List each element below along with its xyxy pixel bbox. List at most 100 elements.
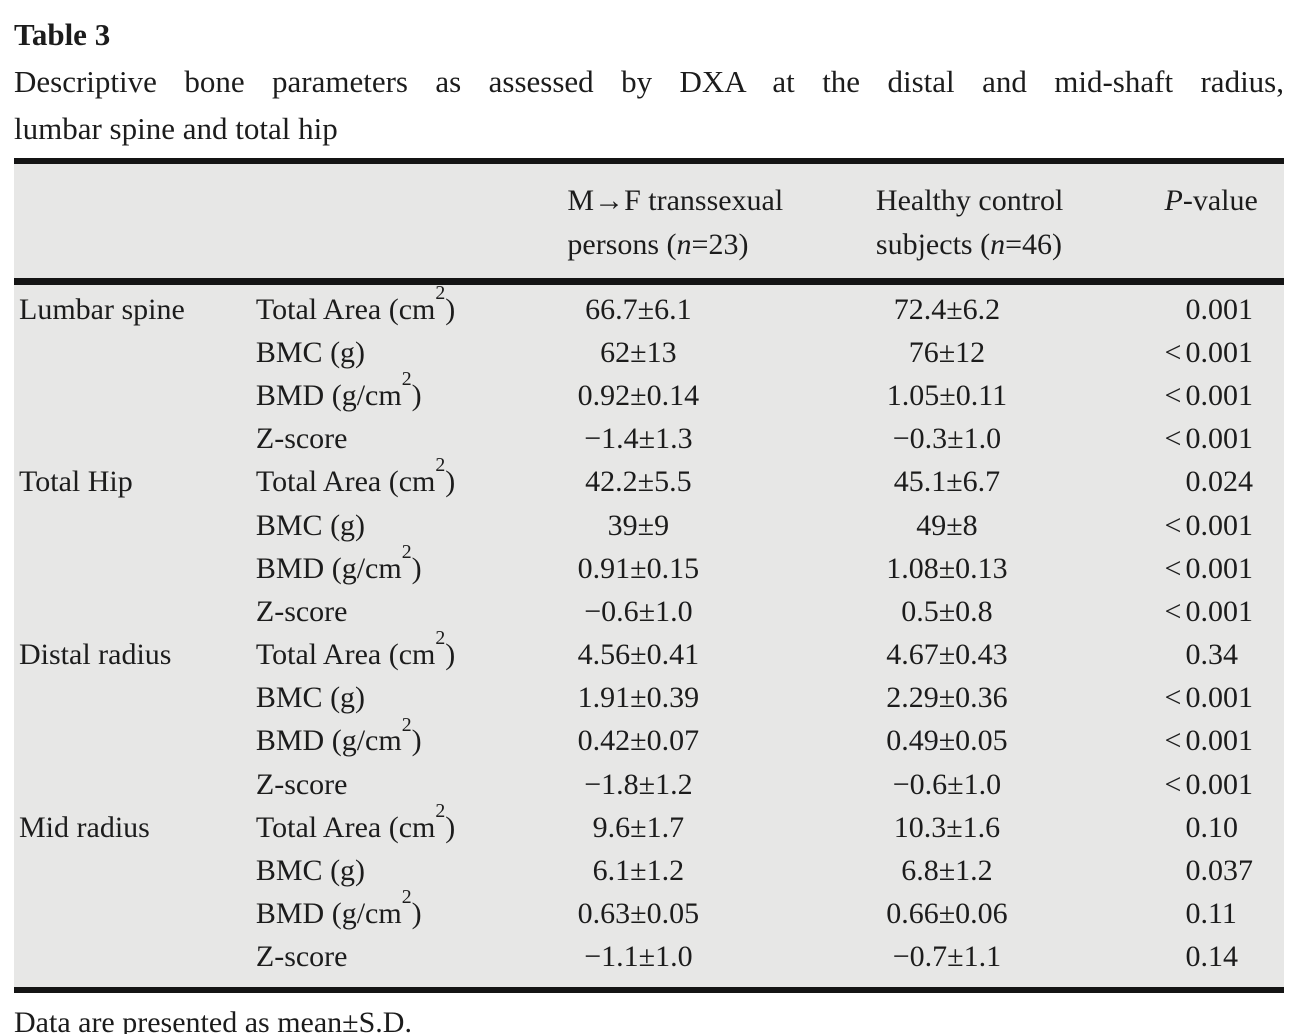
- control-value-cell: −0.7±1.1: [892, 940, 1002, 974]
- p-value-number: 0.14: [1185, 940, 1239, 974]
- rule-top: [14, 158, 1284, 164]
- p-value-number: 0.001: [1185, 594, 1254, 628]
- p-value-cell: 0.001: [1165, 292, 1284, 328]
- parameter-label: Total Area (cm2): [255, 627, 456, 672]
- rule-bottom: [14, 987, 1284, 993]
- table-row: BMD (g/cm2) 0.92±0.14 1.05±0.11 <0.001: [14, 368, 1284, 417]
- p-value-number: 0.34: [1185, 638, 1239, 672]
- table-row: Lumbar spine Total Area (cm2) 66.7±6.1 7…: [14, 283, 1284, 331]
- table-row: Mid radius Total Area (cm2) 9.6±1.7 10.3…: [14, 799, 1284, 849]
- p-value-number: 0.11: [1185, 897, 1237, 931]
- control-value-cell: 2.29±0.36: [886, 681, 1008, 715]
- mf-value-cell: 0.91±0.15: [577, 551, 700, 585]
- p-value-cell: <0.001: [1164, 378, 1254, 412]
- rule-header-separator: [14, 278, 1284, 285]
- mf-value-cell: −1.1±1.0: [584, 940, 693, 974]
- column-header-mf: M→F transsexual persons (n=23): [567, 184, 784, 261]
- parameter-label: BMD (g/cm2): [255, 368, 422, 412]
- mf-value-cell: −1.8±1.2: [584, 767, 693, 801]
- p-value-number: 0.001: [1185, 724, 1254, 758]
- control-value-cell: 1.08±0.13: [886, 551, 1008, 585]
- mf-value-cell: 9.6±1.7: [592, 810, 685, 844]
- table-header-row: M→F transsexual persons (n=23) Healthy co…: [14, 164, 1284, 278]
- p-value-number: 0.10: [1185, 810, 1239, 844]
- p-value-cell: <0.001: [1164, 724, 1254, 758]
- mf-value-cell: −0.6±1.0: [584, 594, 693, 628]
- parameter-label: BMD (g/cm2): [255, 886, 422, 931]
- p-value-cell: 0.11: [1165, 896, 1284, 932]
- table-row: Z-score −1.4±1.3 −0.3±1.0 <0.001: [14, 418, 1284, 461]
- p-value-number: 0.001: [1185, 681, 1254, 715]
- p-value-cell: <0.001: [1164, 422, 1254, 456]
- table-title: Table 3: [14, 17, 111, 52]
- parameter-label: BMD (g/cm2): [255, 540, 422, 585]
- column-header-parameter: [256, 179, 568, 267]
- mf-value-cell: 0.42±0.07: [577, 724, 700, 758]
- parameter-label: BMD (g/cm2): [255, 713, 422, 758]
- p-value-cell: <0.001: [1164, 681, 1254, 715]
- mf-value-cell: −1.4±1.3: [584, 422, 693, 456]
- table-row: BMC (g) 6.1±1.2 6.8±1.2 0.037: [14, 849, 1284, 892]
- control-value-cell: 49±8: [916, 508, 978, 542]
- parameter-label: BMC (g): [255, 335, 366, 369]
- region-label: Distal radius: [19, 638, 172, 672]
- p-value-cell: 0.037: [1165, 853, 1284, 889]
- parameter-label: BMC (g): [255, 508, 366, 542]
- table-caption-line1: Descriptive bone parameters as assessed …: [14, 64, 1284, 99]
- mf-value-cell: 6.1±1.2: [592, 854, 685, 888]
- parameter-label: Z-score: [255, 940, 348, 974]
- p-value-number: 0.001: [1185, 551, 1254, 585]
- parameter-label: BMC (g): [255, 681, 366, 715]
- control-value-cell: 45.1±6.7: [893, 465, 1001, 499]
- table-row: Z-score −1.1±1.0 −0.7±1.1 0.14: [14, 936, 1284, 979]
- table-row: BMD (g/cm2) 0.91±0.15 1.08±0.13 <0.001: [14, 540, 1284, 590]
- p-value-number: 0.001: [1185, 767, 1254, 801]
- mf-value-cell: 4.56±0.41: [577, 638, 700, 672]
- p-value-number: 0.001: [1185, 378, 1254, 412]
- control-value-cell: −0.3±1.0: [892, 422, 1002, 456]
- parameter-label: Z-score: [255, 594, 348, 628]
- p-value-cell: 0.34: [1165, 637, 1284, 673]
- mf-value-cell: 1.91±0.39: [577, 681, 700, 715]
- parameter-label: Z-score: [255, 422, 348, 456]
- mf-value-cell: 66.7±6.1: [585, 292, 692, 326]
- table-row: BMD (g/cm2) 0.63±0.05 0.66±0.06 0.11: [14, 886, 1284, 936]
- control-value-cell: 4.67±0.43: [886, 638, 1008, 672]
- table-caption-line2: lumbar spine and total hip: [14, 111, 338, 146]
- mf-value-cell: 42.2±5.5: [585, 465, 692, 499]
- table-caption: Descriptive bone parameters as assessed …: [14, 58, 1304, 152]
- p-value-number: 0.001: [1185, 422, 1254, 456]
- mf-value-cell: 62±13: [600, 335, 677, 369]
- table-row: Distal radius Total Area (cm2) 4.56±0.41…: [14, 627, 1284, 677]
- parameter-label: BMC (g): [255, 854, 366, 888]
- table-row: Total Hip Total Area (cm2) 42.2±5.5 45.1…: [14, 454, 1284, 504]
- control-value-cell: 0.66±0.06: [886, 897, 1008, 931]
- table-footnote: Data are presented as mean±S.D.: [14, 1006, 412, 1034]
- p-value-number: 0.001: [1185, 508, 1254, 542]
- p-value-number: 0.001: [1185, 292, 1254, 326]
- control-value-cell: 6.8±1.2: [901, 854, 993, 888]
- p-value-number: 0.001: [1185, 335, 1254, 369]
- p-value-cell: <0.001: [1164, 335, 1254, 369]
- control-value-cell: 1.05±0.11: [886, 378, 1008, 412]
- region-label: Lumbar spine: [19, 292, 185, 326]
- column-header-control: Healthy control subjects (n=46): [875, 184, 1064, 261]
- p-value-number: 0.024: [1185, 465, 1254, 499]
- p-value-cell: 0.024: [1165, 464, 1284, 500]
- mf-value-cell: 39±9: [607, 508, 670, 542]
- parameter-label: Z-score: [255, 767, 348, 801]
- p-value-cell: <0.001: [1164, 594, 1254, 628]
- column-header-region: [19, 179, 256, 267]
- parameter-label: Total Area (cm2): [255, 799, 456, 844]
- parameter-label: Total Area (cm2): [255, 454, 456, 499]
- p-value-cell: 0.10: [1165, 810, 1284, 846]
- p-value-cell: <0.001: [1164, 551, 1254, 585]
- table-row: Z-score −1.8±1.2 −0.6±1.0 <0.001: [14, 763, 1284, 806]
- region-label: Total Hip: [19, 465, 133, 499]
- p-value-cell: 0.14: [1165, 939, 1284, 975]
- control-value-cell: 10.3±1.6: [893, 810, 1001, 844]
- region-label: Mid radius: [19, 810, 150, 844]
- control-value-cell: 72.4±6.2: [893, 292, 1001, 326]
- table-row: BMD (g/cm2) 0.42±0.07 0.49±0.05 <0.001: [14, 713, 1284, 763]
